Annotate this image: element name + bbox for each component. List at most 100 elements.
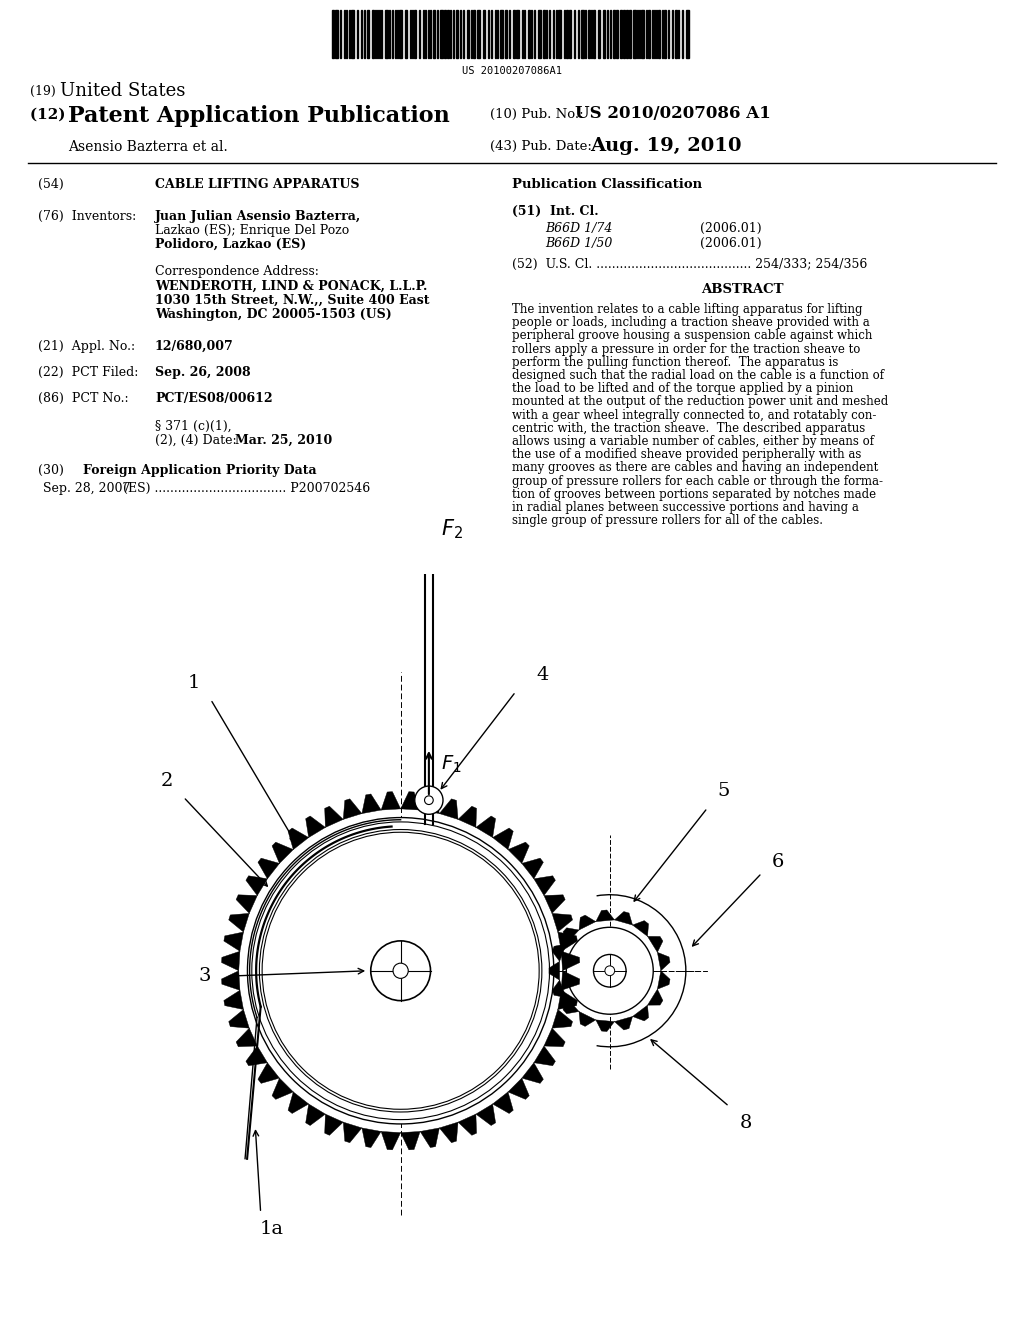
Polygon shape (476, 816, 496, 837)
Text: Polidoro, Lazkao (ES): Polidoro, Lazkao (ES) (155, 238, 306, 251)
Text: Aug. 19, 2010: Aug. 19, 2010 (590, 137, 741, 154)
Bar (332, 11, 334, 58)
Polygon shape (508, 842, 529, 863)
Text: perform the pulling function thereof.  The apparatus is: perform the pulling function thereof. Th… (512, 356, 839, 368)
Bar (385, 11, 388, 58)
Text: (30): (30) (38, 465, 63, 477)
Polygon shape (221, 952, 240, 970)
Polygon shape (458, 807, 476, 828)
Bar (633, 11, 636, 58)
Text: mounted at the output of the reduction power unit and meshed: mounted at the output of the reduction p… (512, 396, 888, 408)
Polygon shape (224, 932, 244, 952)
Text: The invention relates to a cable lifting apparatus for lifting: The invention relates to a cable lifting… (512, 304, 862, 315)
Polygon shape (325, 1114, 343, 1135)
Bar (367, 11, 369, 58)
Text: group of pressure rollers for each cable or through the forma-: group of pressure rollers for each cable… (512, 475, 883, 487)
Polygon shape (579, 1011, 596, 1027)
Polygon shape (458, 1114, 476, 1135)
Bar (477, 11, 480, 58)
Bar (440, 11, 443, 58)
Polygon shape (288, 828, 308, 850)
Polygon shape (534, 875, 555, 895)
Text: (2006.01): (2006.01) (700, 222, 762, 235)
Text: Asensio Bazterra et al.: Asensio Bazterra et al. (68, 140, 227, 154)
Text: in radial planes between successive portions and having a: in radial planes between successive port… (512, 502, 859, 513)
Polygon shape (614, 1016, 633, 1030)
Polygon shape (343, 1122, 361, 1143)
Polygon shape (647, 989, 663, 1005)
Text: Juan Julian Asensio Bazterra,: Juan Julian Asensio Bazterra, (155, 210, 361, 223)
Polygon shape (534, 1045, 555, 1065)
Bar (505, 11, 507, 58)
Text: Lazkao (ES); Enrique Del Pozo: Lazkao (ES); Enrique Del Pozo (155, 224, 349, 238)
Polygon shape (544, 895, 565, 913)
Text: (86)  PCT No.:: (86) PCT No.: (38, 392, 129, 405)
Text: with a gear wheel integrally connected to, and rotatably con-: with a gear wheel integrally connected t… (512, 409, 877, 421)
Circle shape (566, 927, 653, 1014)
Text: 5: 5 (718, 783, 730, 800)
Text: Correspondence Address:: Correspondence Address: (155, 265, 318, 279)
Polygon shape (552, 1010, 572, 1028)
Polygon shape (246, 1045, 267, 1065)
Text: CABLE LIFTING APPARATUS: CABLE LIFTING APPARATUS (155, 178, 359, 191)
Bar (467, 11, 469, 58)
Bar (473, 11, 475, 58)
Polygon shape (633, 920, 648, 936)
Text: Mar. 25, 2010: Mar. 25, 2010 (234, 434, 332, 447)
Polygon shape (579, 915, 596, 931)
Polygon shape (288, 1092, 308, 1114)
Bar (613, 11, 615, 58)
Polygon shape (400, 792, 420, 810)
Bar (566, 11, 568, 58)
Bar (658, 11, 660, 58)
Bar (616, 11, 618, 58)
Bar (444, 11, 446, 58)
Bar (513, 11, 515, 58)
Text: (21)  Appl. No.:: (21) Appl. No.: (38, 341, 135, 352)
Bar (399, 11, 402, 58)
Polygon shape (306, 816, 326, 837)
Text: single group of pressure rollers for all of the cables.: single group of pressure rollers for all… (512, 515, 823, 527)
Bar (351, 11, 354, 58)
Text: many grooves as there are cables and having an independent: many grooves as there are cables and hav… (512, 462, 879, 474)
Text: 1: 1 (188, 673, 201, 692)
Text: centric with, the traction sheave.  The described apparatus: centric with, the traction sheave. The d… (512, 422, 865, 434)
Text: Washington, DC 20005-1503 (US): Washington, DC 20005-1503 (US) (155, 308, 392, 321)
Text: (12): (12) (30, 108, 71, 121)
Text: Patent Application Publication: Patent Application Publication (68, 106, 450, 127)
Polygon shape (224, 990, 244, 1010)
Text: ABSTRACT: ABSTRACT (700, 282, 783, 296)
Polygon shape (561, 970, 580, 990)
Bar (516, 11, 519, 58)
Bar (593, 11, 595, 58)
Polygon shape (420, 1127, 439, 1147)
Polygon shape (439, 1122, 458, 1143)
Circle shape (248, 817, 554, 1123)
Text: 4: 4 (537, 667, 549, 684)
Text: 8: 8 (739, 1114, 752, 1131)
Bar (648, 11, 650, 58)
Polygon shape (272, 842, 293, 863)
Text: (19): (19) (30, 84, 59, 98)
Text: B66D 1/74: B66D 1/74 (545, 222, 612, 235)
Text: tion of grooves between portions separated by notches made: tion of grooves between portions separat… (512, 488, 877, 500)
Text: 1030 15th Street, N.W.,, Suite 400 East: 1030 15th Street, N.W.,, Suite 400 East (155, 294, 429, 308)
Bar (664, 11, 666, 58)
Text: (76)  Inventors:: (76) Inventors: (38, 210, 136, 223)
Polygon shape (596, 909, 614, 921)
Text: (43) Pub. Date:: (43) Pub. Date: (490, 140, 592, 153)
Bar (581, 11, 584, 58)
Bar (538, 11, 541, 58)
Polygon shape (558, 990, 578, 1010)
Text: United States: United States (60, 82, 185, 100)
Bar (686, 11, 689, 58)
Polygon shape (633, 1005, 648, 1020)
Bar (629, 11, 631, 58)
Bar (569, 11, 571, 58)
Polygon shape (552, 913, 572, 932)
Polygon shape (258, 1063, 280, 1084)
Polygon shape (439, 799, 458, 820)
Bar (588, 11, 590, 58)
Circle shape (393, 964, 409, 978)
Bar (456, 11, 458, 58)
